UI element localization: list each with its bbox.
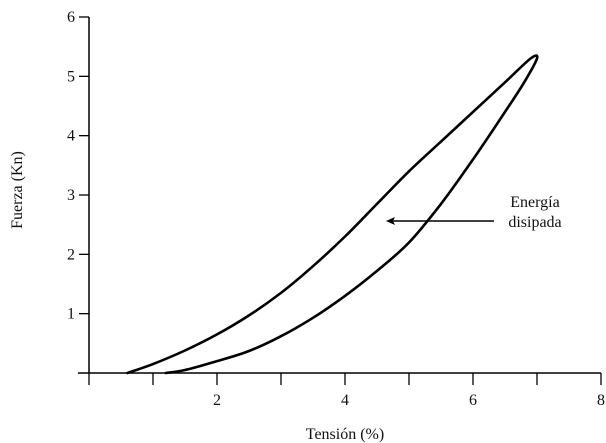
series-layer [126, 54, 539, 375]
x-axis-title: Tensión (%) [306, 426, 384, 443]
y-tick-label: 5 [67, 68, 75, 85]
y-tick-label: 6 [67, 9, 75, 26]
y-axis-title: Fuerza (Kn) [9, 151, 26, 229]
x-tick-label: 2 [213, 392, 221, 409]
annotation-text-line: disipada [508, 214, 561, 231]
x-tick-label: 4 [341, 392, 349, 409]
y-tick-label: 4 [67, 128, 75, 145]
x-tick-label: 8 [597, 392, 605, 409]
hysteresis-curve [126, 54, 539, 375]
annotation-text-line: Energía [510, 194, 559, 211]
annotation-arrow-head [386, 217, 395, 225]
y-tick-label: 1 [67, 306, 75, 323]
y-tick-label: 3 [67, 187, 75, 204]
annotation-layer: Energía disipada [386, 194, 562, 231]
x-tick-label: 6 [469, 392, 477, 409]
y-tick-label: 2 [67, 246, 75, 263]
